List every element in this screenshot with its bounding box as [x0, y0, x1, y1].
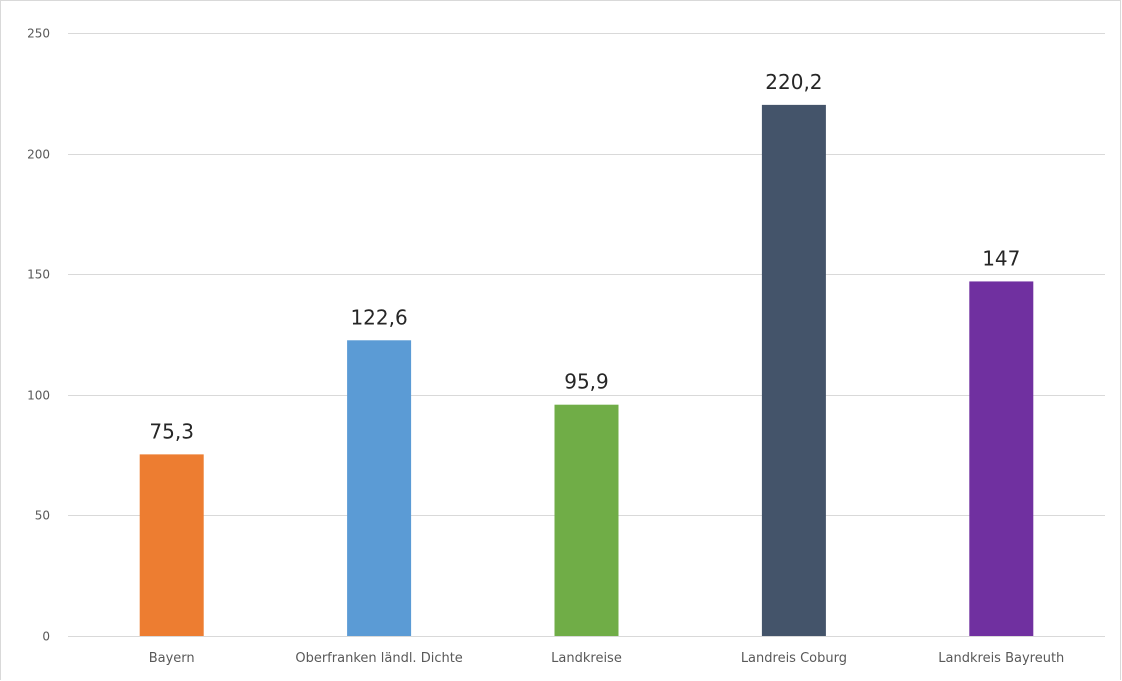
y-tick-label: 0 [42, 630, 50, 644]
x-category-label: Landreis Coburg [741, 651, 847, 666]
bar [347, 340, 412, 636]
y-tick-label: 100 [27, 389, 50, 403]
data-label: 147 [982, 246, 1020, 270]
x-category-label: Oberfranken ländl. Dichte [295, 651, 462, 666]
bar [969, 281, 1034, 636]
bar [554, 404, 619, 636]
y-tick-label: 200 [27, 148, 50, 162]
data-label: 122,6 [350, 305, 407, 329]
y-axis-ticks: 0 50 100 150 200 250 [27, 27, 50, 644]
data-labels: 75,3 122,6 95,9 220,2 147 [149, 70, 1020, 443]
x-category-label: Bayern [149, 651, 195, 666]
x-category-label: Landkreis Bayreuth [938, 651, 1064, 666]
bar [761, 104, 826, 636]
y-tick-label: 50 [35, 509, 50, 523]
x-category-label: Landkreise [551, 651, 622, 666]
data-label: 220,2 [765, 70, 822, 94]
y-tick-label: 150 [27, 268, 50, 282]
bar [139, 454, 204, 636]
data-label: 75,3 [149, 419, 194, 443]
x-axis-categories: Bayern Oberfranken ländl. Dichte Landkreis… [149, 651, 1065, 666]
y-tick-label: 250 [27, 27, 50, 41]
bars [139, 104, 1034, 636]
data-label: 95,9 [564, 370, 609, 394]
